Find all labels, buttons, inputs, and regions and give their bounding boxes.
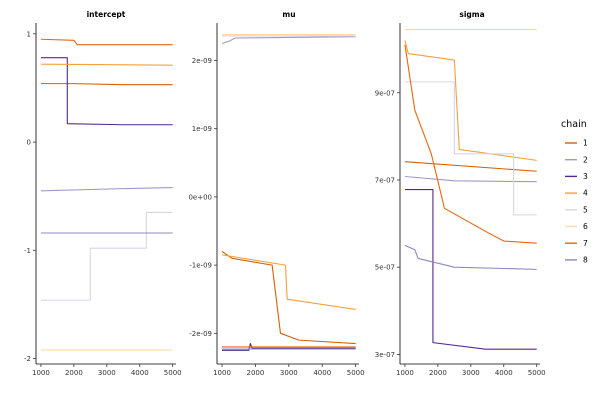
facet-title: sigma bbox=[459, 10, 484, 19]
x-tick-label: 1000 bbox=[396, 369, 414, 377]
trace-chain-8 bbox=[404, 244, 537, 270]
x-tick-label: 4000 bbox=[313, 369, 331, 377]
legend-label-3: 3 bbox=[583, 172, 588, 181]
y-tick-label: 2e-09 bbox=[192, 57, 212, 65]
trace-chain-4 bbox=[221, 254, 356, 310]
y-tick-label: 9e-07 bbox=[375, 89, 395, 97]
y-tick-label: 3e-07 bbox=[375, 351, 395, 359]
trace-chain-7 bbox=[40, 38, 173, 46]
legend-label-1: 1 bbox=[583, 139, 588, 148]
trace-chain-2 bbox=[221, 36, 356, 44]
trace-chain-3 bbox=[40, 57, 173, 126]
y-tick-label: -2e-09 bbox=[189, 330, 212, 338]
y-tick-label: 5e-07 bbox=[375, 264, 395, 272]
facet-plot-area: 9e-07 7e-07 5e-07 3e-07 1000 2000 3000 4000 5000 bbox=[375, 23, 546, 377]
trace-chain-5 bbox=[40, 211, 173, 301]
x-tick-label: 5000 bbox=[164, 369, 182, 377]
y-tick-label: 1 bbox=[27, 30, 31, 38]
y-tick-label: -1e-09 bbox=[189, 262, 212, 270]
legend-label-2: 2 bbox=[583, 155, 588, 164]
trace-chain-3 bbox=[222, 342, 356, 351]
legend-label-8: 8 bbox=[583, 256, 588, 265]
legend-title: chain bbox=[561, 119, 587, 130]
trace-chain-3 bbox=[404, 189, 537, 350]
facet-title: mu bbox=[282, 10, 295, 19]
x-tick-label: 3000 bbox=[462, 369, 480, 377]
x-tick-label: 2000 bbox=[429, 369, 447, 377]
legend-label-4: 4 bbox=[583, 189, 588, 198]
legend-entries: 1 2 3 4 5 6 7 8 bbox=[565, 139, 588, 265]
facet-sigma: sigma 9e-07 7e-07 5e-07 3e-07 1000 2000 3000 40… bbox=[375, 10, 546, 377]
legend-label-7: 7 bbox=[583, 239, 588, 248]
facet-plot-area: 2e-09 1e-09 0e+00 -1e-09 -2e-09 1000 2000 3000 4… bbox=[188, 23, 365, 377]
x-tick-label: 1000 bbox=[213, 369, 231, 377]
legend: chain 1 2 3 4 5 6 7 8 bbox=[561, 119, 588, 265]
y-tick-label: -2 bbox=[24, 355, 31, 363]
y-tick-label: 0 bbox=[27, 139, 31, 147]
x-tick-label: 3000 bbox=[98, 369, 116, 377]
trace-chain-5 bbox=[404, 81, 537, 216]
x-tick-label: 5000 bbox=[347, 369, 365, 377]
x-tick-label: 2000 bbox=[65, 369, 83, 377]
trace-chain-7 bbox=[404, 44, 537, 244]
x-tick-label: 1000 bbox=[32, 369, 50, 377]
legend-label-6: 6 bbox=[583, 222, 588, 231]
trace-chain-1 bbox=[404, 161, 537, 172]
x-tick-label: 4000 bbox=[131, 369, 149, 377]
y-tick-label: -1 bbox=[24, 247, 31, 255]
trace-chain-2 bbox=[40, 187, 173, 192]
trace-chain-2 bbox=[404, 175, 537, 183]
trace-chain-4 bbox=[40, 63, 173, 66]
facet-mu: mu 2e-09 1e-09 0e+00 -1e-09 -2e-09 1000 2000 30… bbox=[188, 10, 364, 377]
legend-label-5: 5 bbox=[583, 205, 588, 214]
trace-chain-1 bbox=[40, 83, 173, 86]
y-tick-label: 7e-07 bbox=[375, 176, 395, 184]
facet-title: intercept bbox=[87, 10, 126, 19]
x-tick-label: 4000 bbox=[495, 369, 513, 377]
y-tick-label: 1e-09 bbox=[192, 125, 212, 133]
trace-chain-1 bbox=[221, 251, 356, 345]
y-tick-label: 0e+00 bbox=[188, 193, 212, 201]
trace-chain-4 bbox=[404, 40, 537, 161]
x-tick-label: 3000 bbox=[280, 369, 298, 377]
x-tick-label: 5000 bbox=[528, 369, 546, 377]
x-tick-label: 2000 bbox=[247, 369, 265, 377]
